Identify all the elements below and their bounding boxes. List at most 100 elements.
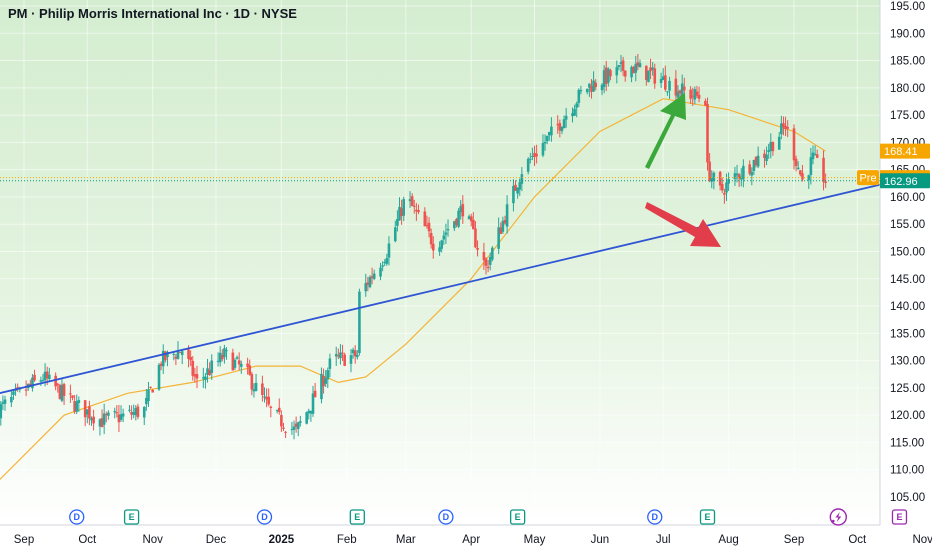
candle-body (311, 393, 315, 414)
candle-body (187, 349, 190, 359)
candle-body (541, 143, 545, 156)
price-axis-background[interactable] (880, 0, 932, 550)
candle-body (320, 373, 323, 400)
time-tick-label: Oct (848, 534, 867, 546)
event-marker[interactable]: E (699, 509, 716, 525)
candle-body (210, 360, 214, 373)
grid (0, 0, 932, 525)
time-axis[interactable]: Sep Oct Nov Dec 2025 Feb Mar Apr May Jun Jul Aug Sep… (14, 534, 932, 546)
candle-body (62, 384, 66, 396)
time-axis-background[interactable] (0, 525, 880, 550)
candle-body (161, 350, 165, 367)
price-tick-label: 190.00 (890, 28, 925, 40)
trendline-layer[interactable] (0, 115, 932, 394)
candle-body (444, 232, 448, 235)
candle-body (664, 75, 667, 90)
candle-body (427, 222, 431, 232)
candle-body (786, 127, 789, 129)
candle-body (157, 364, 161, 390)
candle-body (780, 123, 783, 135)
event-marker[interactable]: D (647, 509, 663, 525)
candle-body (208, 370, 211, 375)
candle-body (221, 354, 224, 360)
candle-body (326, 370, 330, 380)
symbol-title[interactable]: PM · Philip Morris International Inc · 1… (8, 6, 297, 21)
event-marker[interactable]: E (509, 509, 526, 525)
candle-body (218, 352, 222, 363)
candle-body (794, 158, 798, 167)
candle-body (674, 78, 678, 96)
event-marker[interactable]: D (69, 509, 85, 525)
candle-body (237, 360, 241, 365)
time-tick-label: Sep (784, 534, 804, 546)
candle-body (518, 182, 522, 190)
candle-body (248, 365, 252, 375)
candle-body (678, 90, 682, 94)
time-tick-label: Aug (718, 534, 738, 546)
event-marker[interactable]: D (438, 509, 454, 525)
candle-body (294, 423, 298, 427)
candle-body (69, 393, 72, 395)
event-marker[interactable]: E (891, 509, 908, 525)
candle-body (661, 76, 665, 81)
candle-body (174, 356, 178, 359)
candle-body (299, 421, 302, 423)
candle-body (558, 123, 562, 131)
candle-body (100, 418, 104, 428)
candle-body (676, 91, 680, 98)
candle-body (621, 60, 625, 71)
earnings-marker-icon (891, 509, 908, 525)
candle-body (710, 177, 714, 182)
candle-body (476, 247, 479, 250)
candle-body (594, 82, 597, 88)
candle-body (811, 152, 815, 160)
candle-body (623, 70, 627, 77)
candle-body (408, 199, 412, 202)
candle-body (104, 414, 108, 416)
candle-body (235, 357, 239, 359)
candle-body (223, 348, 226, 357)
event-marker[interactable]: D (256, 509, 273, 525)
candle-body (159, 363, 163, 366)
candle-body (309, 410, 313, 414)
time-tick-label: Jun (591, 534, 610, 546)
earnings-marker-label: E (704, 512, 710, 522)
candle-body (501, 220, 505, 232)
price-tick-label: 140.00 (890, 301, 925, 313)
candle-body (128, 409, 131, 411)
candle-body (356, 354, 359, 358)
candle-body (440, 240, 443, 249)
event-marker[interactable]: E (349, 509, 365, 525)
time-tick-label: Oct (78, 534, 97, 546)
candle-body (488, 256, 492, 265)
candle-body (115, 412, 119, 414)
event-marker[interactable]: E (123, 509, 140, 525)
candle-body (763, 153, 766, 158)
candle-body (415, 209, 418, 212)
dividend-marker-label: D (73, 512, 80, 522)
candle-body (269, 406, 273, 408)
candle-body (695, 91, 699, 96)
time-tick-label: Mar (396, 534, 416, 546)
candle-body (98, 419, 102, 427)
candle-body (277, 407, 281, 412)
candle-body (254, 382, 258, 392)
candle-body (195, 374, 199, 379)
dividend-marker-icon (256, 509, 273, 525)
time-tick-label: Jul (656, 534, 671, 546)
event-marker[interactable] (829, 508, 848, 526)
candle-body (706, 103, 709, 163)
candle-body (58, 385, 62, 399)
candle-body (455, 219, 458, 225)
candle-body (453, 221, 456, 229)
candle-body (425, 225, 429, 227)
candle-body (777, 136, 781, 150)
lightning-icon (835, 512, 842, 522)
candle-body (482, 252, 486, 261)
candle-body (577, 89, 581, 103)
candle-body (151, 389, 154, 393)
candle-body (545, 135, 549, 142)
